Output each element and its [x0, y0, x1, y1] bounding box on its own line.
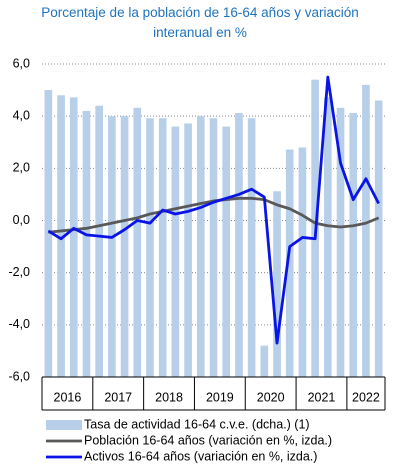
bar [95, 105, 103, 377]
y-tick-label: 0,0 [13, 213, 30, 227]
bar [298, 147, 307, 377]
bar [120, 116, 129, 378]
legend-label: Población 16-64 años (variación en %, iz… [84, 433, 332, 447]
bar [247, 118, 256, 378]
y-tick-label: 2,0 [13, 161, 30, 175]
bar [362, 84, 370, 377]
legend-label: Activos 16-64 años (variación en %, izda… [84, 449, 317, 463]
bar [44, 90, 53, 377]
x-tick-label: 2019 [206, 390, 234, 404]
y-tick-label: -4,0 [8, 317, 30, 331]
bar [184, 123, 192, 377]
bar [158, 118, 167, 378]
bar [108, 116, 116, 378]
bar [273, 191, 281, 377]
y-tick-label: -2,0 [8, 265, 30, 279]
bar [285, 149, 294, 377]
bar [171, 126, 180, 377]
y-tick-label: 6,0 [13, 56, 30, 70]
bar [349, 113, 358, 377]
y-tick-label: 4,0 [13, 108, 30, 122]
x-tick-label: 2017 [104, 390, 132, 404]
legend-label: Tasa de actividad 16-64 c.v.e. (dcha.) (… [84, 417, 310, 431]
bar [235, 113, 243, 377]
y-tick-label: -6,0 [8, 369, 30, 383]
bar [69, 97, 78, 378]
bar [209, 118, 218, 378]
x-tick-label: 2020 [257, 390, 285, 404]
bar [374, 100, 383, 378]
x-tick-label: 2022 [352, 390, 380, 404]
line [47, 75, 380, 345]
x-tick-label: 2016 [54, 390, 82, 404]
x-tick-label: 2021 [308, 390, 336, 404]
x-tick-label: 2018 [155, 390, 183, 404]
chart-subtitle: Porcentaje de la población de 16-64 años… [41, 5, 359, 40]
bar [146, 118, 154, 378]
legend-swatch [46, 420, 82, 430]
bar [260, 345, 269, 377]
bar [336, 107, 345, 377]
bar [196, 116, 205, 378]
bar [57, 95, 65, 378]
bar [324, 97, 332, 378]
bar [82, 110, 91, 377]
bar [222, 126, 231, 377]
bar [133, 107, 142, 377]
